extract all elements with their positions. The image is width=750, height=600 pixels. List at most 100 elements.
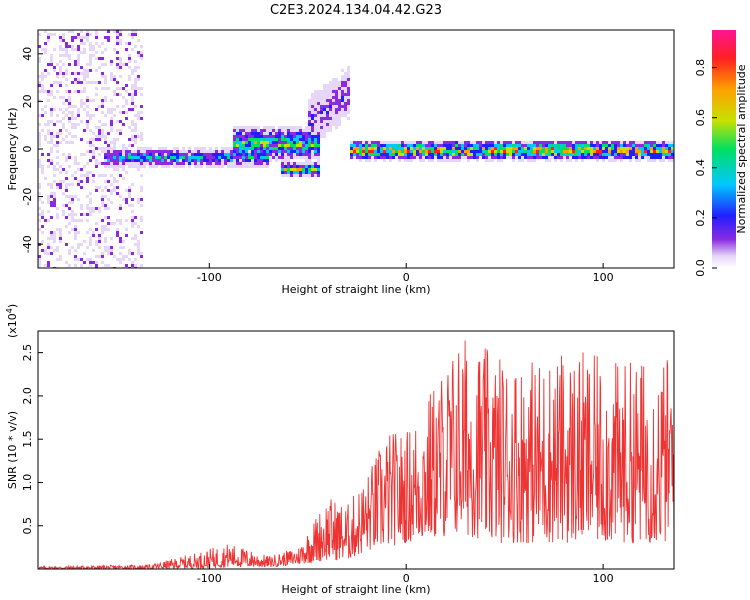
heatmap-cell — [197, 150, 200, 153]
heatmap-cell — [521, 153, 524, 156]
heatmap-cell — [59, 171, 62, 174]
heatmap-cell — [527, 156, 530, 159]
heatmap-cell — [419, 150, 422, 153]
heatmap-cell — [116, 180, 119, 183]
heatmap-cell — [239, 165, 242, 168]
heatmap-cell — [407, 141, 410, 144]
heatmap-cell — [161, 162, 164, 165]
heatmap-cell — [308, 117, 311, 120]
heatmap-cell — [257, 126, 260, 129]
heatmap-cell — [56, 246, 59, 249]
heatmap-cell — [44, 111, 47, 114]
heatmap-cell — [650, 144, 653, 147]
heatmap-cell — [461, 141, 464, 144]
heatmap-cell — [461, 150, 464, 153]
heatmap-cell — [437, 150, 440, 153]
heatmap-cell — [125, 156, 128, 159]
heatmap-cell — [239, 153, 242, 156]
heatmap-cell — [536, 156, 539, 159]
heatmap-cell — [341, 87, 344, 90]
heatmap-cell — [143, 165, 146, 168]
heatmap-cell — [284, 174, 287, 177]
heatmap-cell — [107, 147, 110, 150]
heatmap-cell — [575, 147, 578, 150]
heatmap-cell — [296, 162, 299, 165]
heatmap-cell — [140, 93, 143, 96]
heatmap-cell — [107, 207, 110, 210]
heatmap-cell — [41, 168, 44, 171]
heatmap-cell — [311, 156, 314, 159]
heatmap-cell — [119, 33, 122, 36]
heatmap-cell — [83, 48, 86, 51]
heatmap-cell — [68, 264, 71, 267]
heatmap-cell — [626, 147, 629, 150]
heatmap-cell — [245, 156, 248, 159]
heatmap-cell — [251, 162, 254, 165]
spectrogram-x-label: Height of straight line (km) — [281, 283, 430, 296]
heatmap-cell — [293, 162, 296, 165]
heatmap-cell — [140, 150, 143, 153]
heatmap-cell — [671, 144, 674, 147]
heatmap-cell — [518, 153, 521, 156]
heatmap-cell — [269, 135, 272, 138]
heatmap-cell — [227, 156, 230, 159]
heatmap-cell — [134, 264, 137, 267]
heatmap-cell — [89, 42, 92, 45]
heatmap-cell — [455, 159, 458, 162]
heatmap-cell — [86, 258, 89, 261]
heatmap-cell — [131, 150, 134, 153]
heatmap-cell — [296, 126, 299, 129]
y-tick-label: 1.5 — [21, 430, 34, 448]
heatmap-cell — [89, 93, 92, 96]
heatmap-cell — [134, 78, 137, 81]
heatmap-cell — [407, 144, 410, 147]
heatmap-cell — [113, 177, 116, 180]
heatmap-cell — [344, 105, 347, 108]
heatmap-cell — [215, 162, 218, 165]
heatmap-cell — [71, 201, 74, 204]
heatmap-cell — [389, 156, 392, 159]
heatmap-cell — [359, 147, 362, 150]
heatmap-cell — [290, 162, 293, 165]
heatmap-cell — [212, 150, 215, 153]
heatmap-cell — [338, 99, 341, 102]
heatmap-cell — [89, 48, 92, 51]
heatmap-cell — [317, 117, 320, 120]
heatmap-cell — [314, 96, 317, 99]
heatmap-cell — [50, 57, 53, 60]
heatmap-cell — [137, 87, 140, 90]
heatmap-cell — [548, 150, 551, 153]
heatmap-cell — [284, 147, 287, 150]
heatmap-cell — [458, 147, 461, 150]
heatmap-cell — [227, 162, 230, 165]
heatmap-cell — [107, 252, 110, 255]
heatmap-cell — [224, 159, 227, 162]
heatmap-cell — [128, 252, 131, 255]
heatmap-cell — [602, 156, 605, 159]
heatmap-cell — [431, 156, 434, 159]
heatmap-cell — [347, 111, 350, 114]
heatmap-cell — [68, 153, 71, 156]
heatmap-cell — [119, 57, 122, 60]
heatmap-cell — [221, 165, 224, 168]
heatmap-cell — [101, 261, 104, 264]
heatmap-cell — [485, 150, 488, 153]
heatmap-cell — [515, 141, 518, 144]
heatmap-cell — [518, 141, 521, 144]
heatmap-cell — [119, 111, 122, 114]
heatmap-cell — [317, 105, 320, 108]
heatmap-cell — [83, 69, 86, 72]
heatmap-cell — [131, 237, 134, 240]
heatmap-cell — [38, 264, 41, 267]
heatmap-cell — [512, 159, 515, 162]
heatmap-cell — [395, 156, 398, 159]
heatmap-cell — [578, 156, 581, 159]
heatmap-cell — [539, 147, 542, 150]
heatmap-cell — [77, 90, 80, 93]
heatmap-cell — [260, 156, 263, 159]
heatmap-cell — [614, 150, 617, 153]
heatmap-cell — [107, 111, 110, 114]
heatmap-cell — [77, 183, 80, 186]
heatmap-cell — [326, 123, 329, 126]
heatmap-cell — [128, 126, 131, 129]
